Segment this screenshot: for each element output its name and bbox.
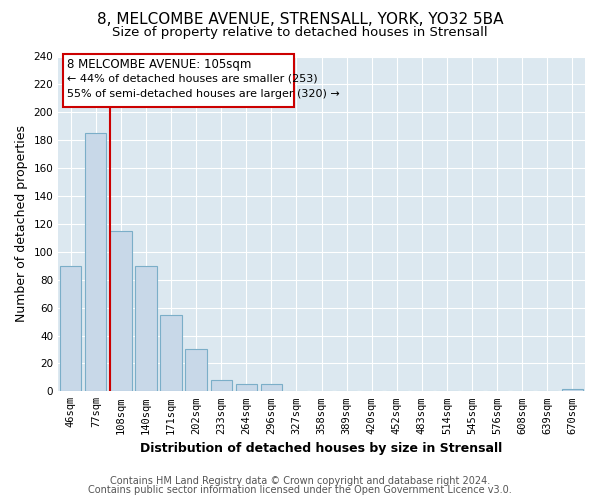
Text: 8 MELCOMBE AVENUE: 105sqm: 8 MELCOMBE AVENUE: 105sqm [67, 58, 251, 71]
X-axis label: Distribution of detached houses by size in Strensall: Distribution of detached houses by size … [140, 442, 503, 455]
Bar [136, 266, 157, 392]
Bar [60, 266, 82, 392]
Bar [236, 384, 257, 392]
Text: Contains public sector information licensed under the Open Government Licence v3: Contains public sector information licen… [88, 485, 512, 495]
Text: 8, MELCOMBE AVENUE, STRENSALL, YORK, YO32 5BA: 8, MELCOMBE AVENUE, STRENSALL, YORK, YO3… [97, 12, 503, 28]
Text: Contains HM Land Registry data © Crown copyright and database right 2024.: Contains HM Land Registry data © Crown c… [110, 476, 490, 486]
Bar [110, 231, 131, 392]
Bar [160, 314, 182, 392]
Y-axis label: Number of detached properties: Number of detached properties [15, 126, 28, 322]
Bar [85, 133, 106, 392]
Bar [211, 380, 232, 392]
Text: Size of property relative to detached houses in Strensall: Size of property relative to detached ho… [112, 26, 488, 39]
Text: ← 44% of detached houses are smaller (253): ← 44% of detached houses are smaller (25… [67, 73, 317, 83]
Bar [261, 384, 282, 392]
Text: 55% of semi-detached houses are larger (320) →: 55% of semi-detached houses are larger (… [67, 88, 340, 99]
FancyBboxPatch shape [63, 54, 294, 106]
Bar [562, 388, 583, 392]
Bar [185, 350, 207, 392]
